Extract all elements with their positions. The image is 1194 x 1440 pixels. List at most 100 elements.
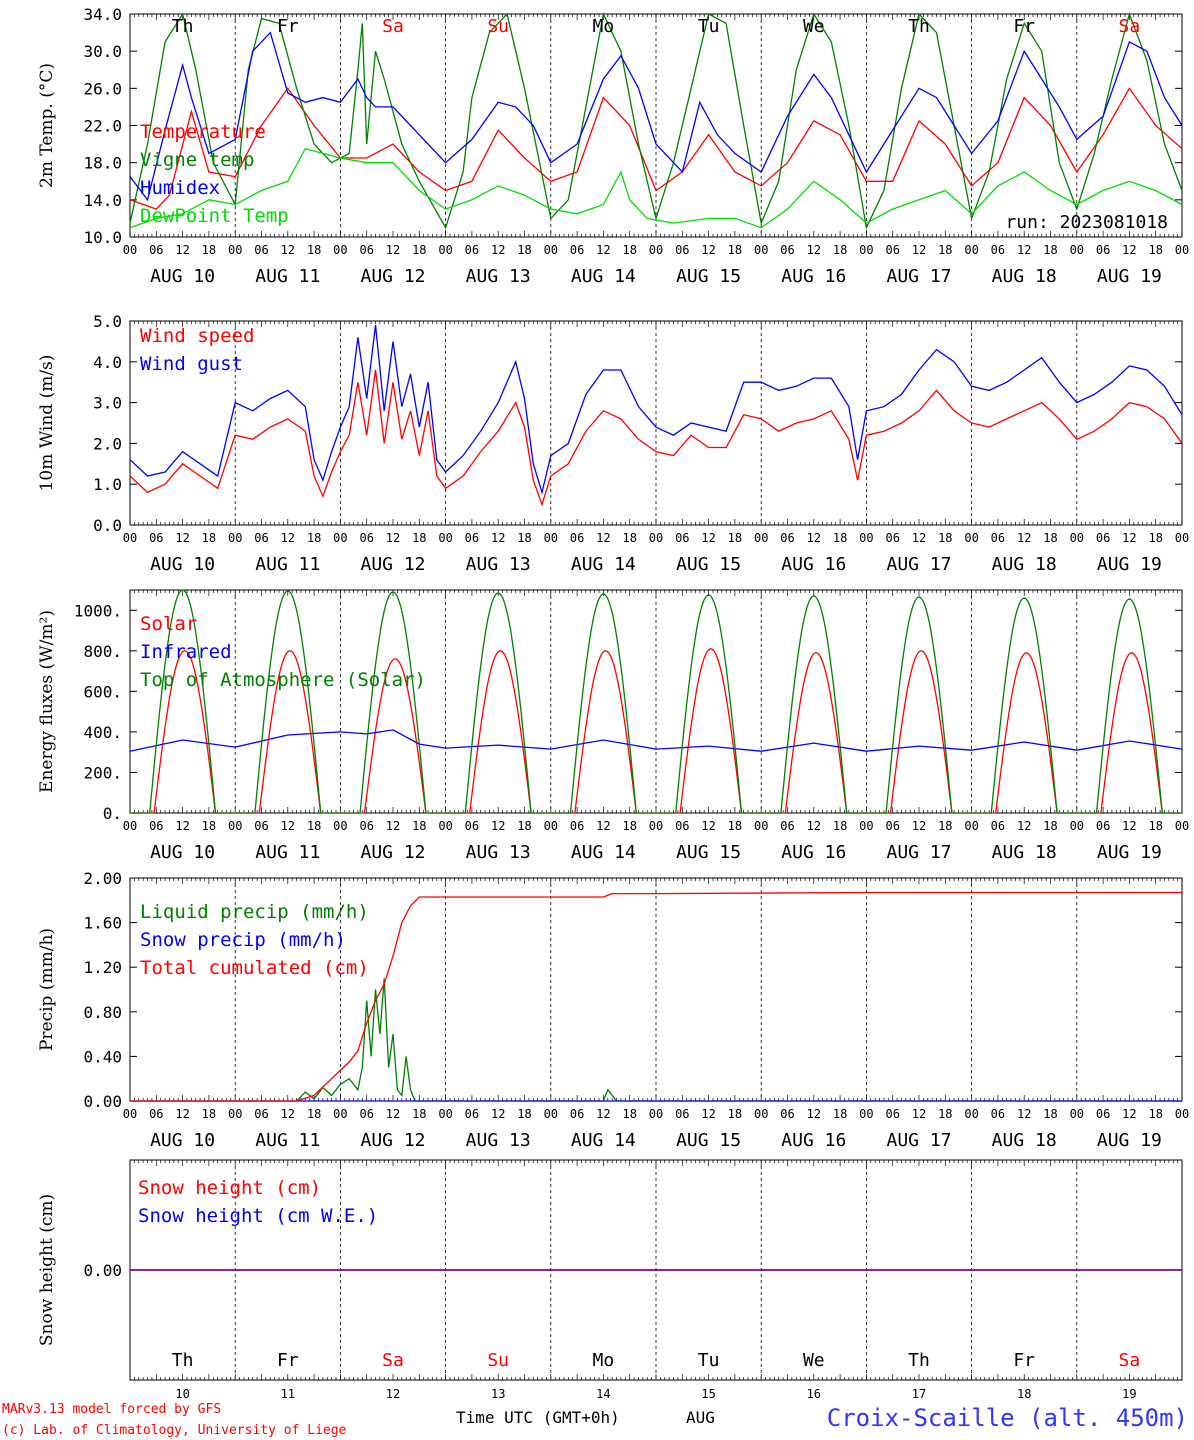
hour-tick-label: 06 [570,243,584,257]
hour-tick-label: 12 [1122,531,1136,545]
y-axis-label: Precip (mm/h) [37,928,57,1051]
date-label: AUG 12 [360,1130,425,1151]
hour-tick-label: 12 [807,819,821,833]
hour-tick-label: 18 [307,531,321,545]
hour-tick-label: 18 [1148,531,1162,545]
hour-tick-label: 12 [175,819,189,833]
y-tick-label: 400. [83,723,122,742]
hour-tick-label: 00 [438,531,452,545]
y-tick-label: 3.0 [93,394,122,413]
date-label: AUG 11 [255,266,320,287]
hour-tick-label: 18 [1148,1107,1162,1121]
day-number-label: 11 [281,1387,295,1401]
hour-tick-label: 12 [175,1107,189,1121]
hour-tick-label: 12 [491,1107,505,1121]
hour-tick-label: 06 [570,819,584,833]
hour-tick-label: 18 [728,243,742,257]
date-label: AUG 17 [886,1130,951,1151]
hour-tick-label: 06 [675,243,689,257]
date-label: AUG 14 [571,1130,636,1151]
hour-tick-label: 06 [149,531,163,545]
hour-tick-label: 18 [622,531,636,545]
day-number-label: 16 [807,1387,821,1401]
date-label: AUG 12 [360,842,425,863]
hour-tick-label: 12 [912,819,926,833]
hour-tick-label: 06 [991,531,1005,545]
legend-entry: Wind gust [140,353,243,375]
hour-tick-label: 18 [622,1107,636,1121]
hour-tick-label: 18 [307,243,321,257]
hour-tick-label: 00 [333,819,347,833]
legend-entry: Solar [140,613,197,635]
hour-tick-label: 12 [701,1107,715,1121]
hour-tick-label: 00 [544,243,558,257]
hour-tick-label: 06 [780,819,794,833]
day-of-week-label: Fr [1013,16,1035,37]
hour-tick-label: 12 [1017,531,1031,545]
hour-tick-label: 00 [649,531,663,545]
hour-tick-label: 06 [780,243,794,257]
hour-tick-label: 00 [1175,819,1189,833]
hour-tick-label: 12 [596,243,610,257]
series-line-temperature [129,87,1183,210]
legend-entry: Wind speed [140,325,254,347]
date-label: AUG 15 [676,1130,741,1151]
hour-tick-label: 06 [254,1107,268,1121]
date-label: AUG 10 [150,1130,215,1151]
hour-tick-label: 18 [728,531,742,545]
date-label: AUG 17 [886,266,951,287]
hour-tick-label: 18 [202,531,216,545]
legend-entry: Humidex [140,177,220,199]
date-label: AUG 10 [150,554,215,575]
hour-tick-label: 12 [175,531,189,545]
hour-tick-label: 18 [307,819,321,833]
series-line-wind-gust [129,325,1183,495]
hour-tick-label: 00 [544,819,558,833]
y-tick-label: 800. [83,642,122,661]
day-of-week-label: Th [908,16,930,37]
hour-tick-label: 18 [833,819,847,833]
hour-tick-label: 12 [386,1107,400,1121]
hour-tick-label: 18 [833,1107,847,1121]
hour-tick-label: 12 [386,531,400,545]
day-of-week-label: Fr [1013,1350,1035,1371]
legend-entry: Total cumulated (cm) [140,957,369,979]
hour-tick-label: 00 [228,243,242,257]
hour-tick-label: 12 [912,1107,926,1121]
hour-tick-label: 12 [596,1107,610,1121]
date-label: AUG 15 [676,266,741,287]
hour-tick-label: 06 [359,1107,373,1121]
hour-tick-label: 00 [859,243,873,257]
hour-tick-label: 18 [517,819,531,833]
legend-entry: Vigne temp [140,149,254,171]
day-number-label: 19 [1122,1387,1136,1401]
hour-tick-label: 00 [964,1107,978,1121]
hour-tick-label: 06 [885,243,899,257]
date-label: AUG 18 [992,266,1057,287]
y-tick-label: 18.0 [83,154,122,173]
hour-tick-label: 18 [412,531,426,545]
y-tick-label: 30.0 [83,42,122,61]
day-of-week-label: Th [172,1350,194,1371]
hour-tick-label: 00 [1070,1107,1084,1121]
date-label: AUG 18 [992,842,1057,863]
legend-entry: Top of Atmosphere (Solar) [140,669,426,691]
hour-tick-label: 00 [649,243,663,257]
date-label: AUG 18 [992,1130,1057,1151]
date-label: AUG 19 [1097,1130,1162,1151]
hour-tick-label: 00 [544,531,558,545]
hour-tick-label: 00 [333,243,347,257]
hour-tick-label: 06 [885,531,899,545]
y-tick-label: 1.20 [83,958,122,977]
y-tick-label: 1.60 [83,914,122,933]
hour-tick-label: 12 [491,531,505,545]
hour-tick-label: 00 [754,819,768,833]
hour-tick-label: 00 [964,819,978,833]
day-of-week-label: Su [487,16,509,37]
hour-tick-label: 00 [1070,243,1084,257]
hour-tick-label: 00 [754,1107,768,1121]
hour-tick-label: 00 [333,1107,347,1121]
hour-tick-label: 12 [1017,819,1031,833]
date-label: AUG 13 [466,1130,531,1151]
hour-tick-label: 00 [228,819,242,833]
